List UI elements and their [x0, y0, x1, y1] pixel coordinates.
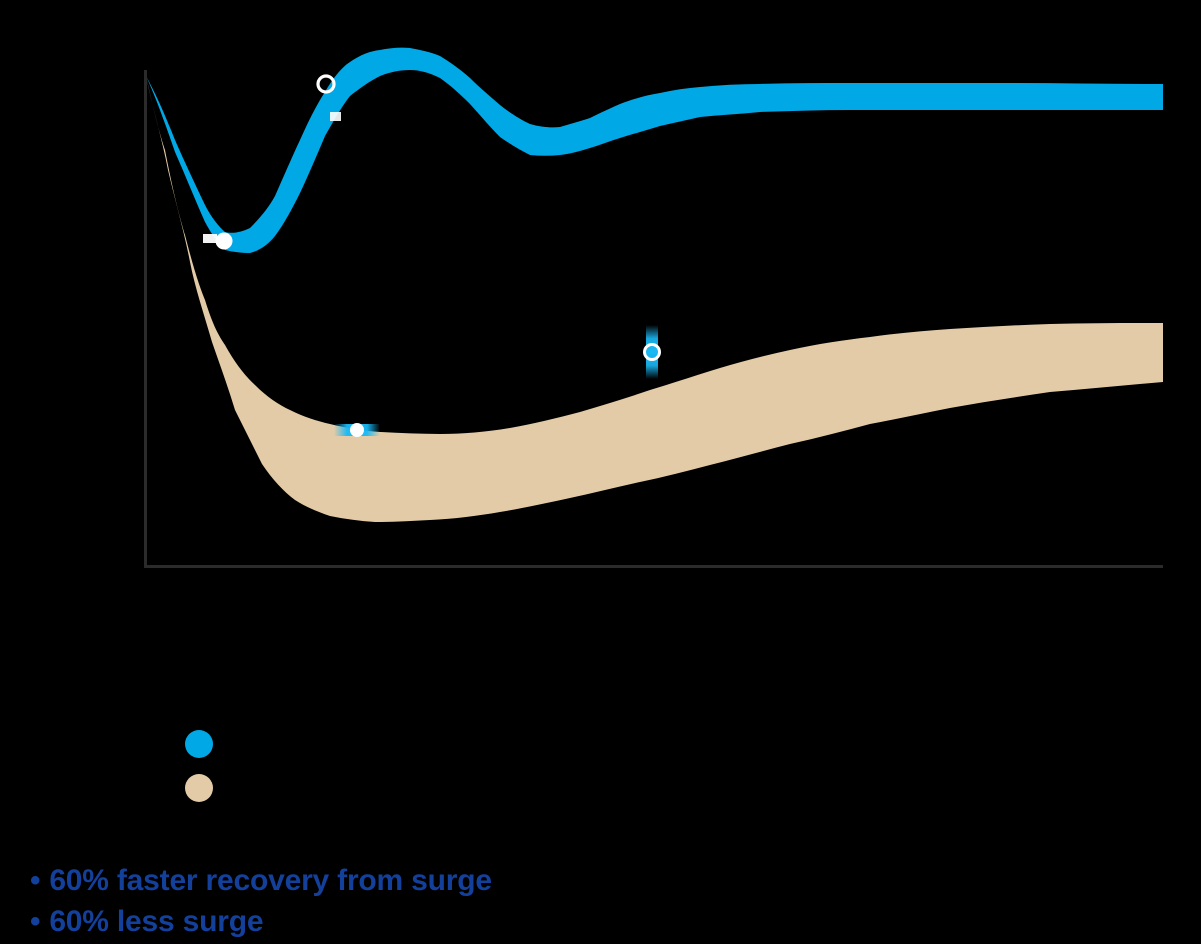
blue-overshoot-marker[interactable] — [316, 74, 341, 121]
blue-trough-tick — [203, 234, 217, 243]
tan-band-area — [146, 76, 1163, 522]
tan-vertical-glow-bar — [646, 325, 658, 379]
blue-trough-dot — [215, 232, 233, 250]
bullet-dot-icon: • — [30, 864, 41, 897]
blue-band-area — [146, 47, 1163, 253]
blue-overshoot-tick — [330, 112, 341, 121]
list-item: • 60% less surge — [30, 901, 730, 942]
legend-swatch-tan-icon — [185, 774, 213, 802]
tan-horizontal-dot — [350, 423, 364, 437]
chart-legend — [185, 722, 785, 810]
blue-trough-marker[interactable] — [203, 232, 233, 250]
tan-vertical-ring — [643, 343, 661, 361]
bullet-dot-icon: • — [30, 905, 41, 938]
key-takeaways-list: • 60% faster recovery from surge • 60% l… — [30, 860, 730, 942]
legend-item-blue[interactable] — [185, 722, 785, 766]
bullet-text: 60% faster recovery from surge — [49, 864, 492, 897]
tan-horizontal-marker[interactable] — [334, 423, 380, 437]
legend-swatch-blue-icon — [185, 730, 213, 758]
bullet-text: 60% less surge — [49, 905, 264, 938]
legend-item-tan[interactable] — [185, 766, 785, 810]
recovery-band-chart — [144, 47, 1163, 568]
blue-overshoot-ring — [316, 74, 336, 94]
tan-vertical-marker[interactable] — [643, 325, 661, 379]
list-item: • 60% faster recovery from surge — [30, 860, 730, 901]
